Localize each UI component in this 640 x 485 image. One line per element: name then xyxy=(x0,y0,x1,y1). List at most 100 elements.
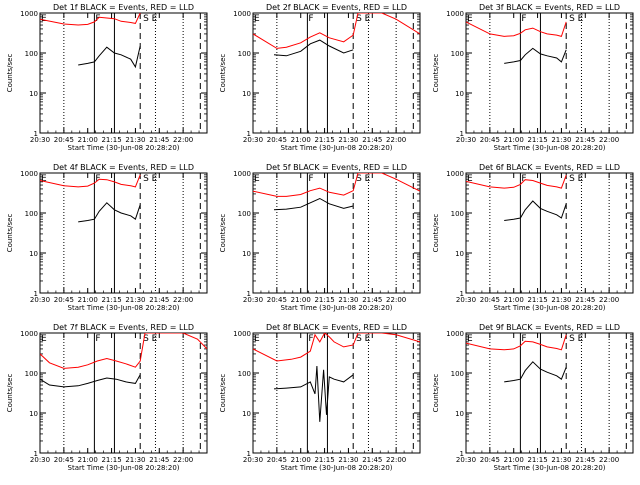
plot-frame xyxy=(39,172,208,294)
detector-panel-6: Det 6f BLACK = Events, RED = LLD 1 10 100 10… xyxy=(432,163,634,312)
y-tick-label: 100 xyxy=(25,370,38,378)
event-annotation: F xyxy=(521,174,526,184)
y-tick-label: 1000 xyxy=(233,10,251,18)
x-tick-label: 22:00 xyxy=(386,296,406,304)
y-axis-label: Counts/sec xyxy=(219,214,227,253)
event-annotation: F xyxy=(308,174,313,184)
event-annotation: S xyxy=(356,174,362,184)
event-annotation: E xyxy=(41,174,47,184)
y-tick-label: 1000 xyxy=(20,330,38,338)
event-annotation: E xyxy=(365,174,371,184)
event-annotation: E xyxy=(365,334,371,344)
x-axis-label: Start Time (30-Jun-08 20:28:20) xyxy=(281,144,393,152)
x-tick-label: 20:30 xyxy=(30,296,50,304)
x-tick-label: 21:00 xyxy=(504,456,524,464)
x-tick-label: 22:00 xyxy=(173,296,193,304)
y-tick-label: 100 xyxy=(238,210,251,218)
events-series-line xyxy=(504,200,567,221)
y-tick-label: 1 xyxy=(34,450,38,458)
y-tick-label: 100 xyxy=(451,370,464,378)
x-tick-label: 21:00 xyxy=(78,456,98,464)
x-tick-label: 20:45 xyxy=(480,136,500,144)
y-tick-label: 1000 xyxy=(20,10,38,18)
x-tick-label: 21:00 xyxy=(504,136,524,144)
x-tick-label: 20:45 xyxy=(480,296,500,304)
x-axis-label: Start Time (30-Jun-08 20:28:20) xyxy=(68,464,180,472)
panel-title: Det 3f BLACK = Events, RED = LLD xyxy=(479,3,620,12)
y-axis-label: Counts/sec xyxy=(6,54,14,93)
y-tick-label: 10 xyxy=(455,90,464,98)
y-axis-label: Counts/sec xyxy=(6,214,14,253)
x-tick-label: 21:00 xyxy=(291,136,311,144)
lld-series-line xyxy=(253,173,420,197)
y-axis-label: Counts/sec xyxy=(432,374,440,413)
x-tick-label: 20:45 xyxy=(54,456,74,464)
x-tick-label: 22:00 xyxy=(173,136,193,144)
y-tick-label: 10 xyxy=(29,250,38,258)
event-annotation: E xyxy=(365,14,371,24)
y-tick-label: 100 xyxy=(451,210,464,218)
event-annotation: S xyxy=(143,334,149,344)
x-tick-label: 21:45 xyxy=(575,136,595,144)
detector-panel-9: Det 9f BLACK = Events, RED = LLD 1 10 100 10… xyxy=(432,323,634,472)
event-annotation: S xyxy=(569,334,575,344)
event-annotation: F xyxy=(521,334,526,344)
plot-frame xyxy=(252,332,421,454)
detector-panel-2: Det 2f BLACK = Events, RED = LLD 1 10 100 10… xyxy=(219,3,421,152)
x-tick-label: 21:15 xyxy=(314,136,334,144)
x-tick-label: 21:30 xyxy=(125,136,145,144)
x-tick-label: 21:45 xyxy=(362,456,382,464)
x-tick-label: 21:30 xyxy=(551,136,571,144)
event-annotation: E xyxy=(467,334,473,344)
lld-series-line xyxy=(466,175,567,189)
x-tick-label: 21:30 xyxy=(125,296,145,304)
events-series-line xyxy=(504,361,567,383)
x-tick-label: 21:15 xyxy=(527,136,547,144)
event-annotation: S xyxy=(569,174,575,184)
x-tick-label: 21:15 xyxy=(527,456,547,464)
x-tick-label: 20:30 xyxy=(243,136,263,144)
x-tick-label: 20:30 xyxy=(30,136,50,144)
y-tick-label: 1 xyxy=(34,290,38,298)
event-annotation: E xyxy=(254,334,260,344)
y-tick-label: 10 xyxy=(242,250,251,258)
y-tick-label: 10 xyxy=(29,90,38,98)
y-tick-label: 1 xyxy=(34,130,38,138)
y-tick-label: 1 xyxy=(460,290,464,298)
y-tick-label: 10 xyxy=(455,410,464,418)
x-tick-label: 21:00 xyxy=(291,296,311,304)
x-axis-label: Start Time (30-Jun-08 20:28:20) xyxy=(68,144,180,152)
y-tick-label: 10 xyxy=(242,410,251,418)
plot-frame xyxy=(252,12,421,134)
detector-panel-5: Det 5f BLACK = Events, RED = LLD 1 10 100 10… xyxy=(219,163,421,312)
detector-panel-3: Det 3f BLACK = Events, RED = LLD 1 10 100 10… xyxy=(432,3,634,152)
x-tick-label: 21:45 xyxy=(575,456,595,464)
events-series-line xyxy=(78,202,141,223)
x-tick-label: 21:30 xyxy=(551,456,571,464)
x-tick-label: 20:30 xyxy=(456,296,476,304)
detector-panel-8: Det 8f BLACK = Events, RED = LLD 1 10 100 10… xyxy=(219,323,421,472)
event-annotation: E xyxy=(41,334,47,344)
event-annotation: E xyxy=(578,14,584,24)
x-tick-label: 21:30 xyxy=(338,296,358,304)
x-tick-label: 21:45 xyxy=(149,456,169,464)
x-tick-label: 21:30 xyxy=(338,136,358,144)
event-annotation: E xyxy=(254,174,260,184)
y-tick-label: 100 xyxy=(238,370,251,378)
plot-frame xyxy=(465,332,634,454)
y-tick-label: 1 xyxy=(247,450,251,458)
events-series-line xyxy=(273,39,354,57)
x-tick-label: 22:00 xyxy=(386,456,406,464)
detector-panel-1: Det 1f BLACK = Events, RED = LLD 1 10 100 10… xyxy=(6,3,208,152)
event-annotation: E xyxy=(467,14,473,24)
x-tick-label: 20:45 xyxy=(480,456,500,464)
x-tick-label: 20:45 xyxy=(54,136,74,144)
events-series-line xyxy=(40,374,141,388)
y-tick-label: 100 xyxy=(25,210,38,218)
x-axis-label: Start Time (30-Jun-08 20:28:20) xyxy=(281,304,393,312)
event-annotation: F xyxy=(308,334,313,344)
y-axis-label: Counts/sec xyxy=(219,54,227,93)
y-tick-label: 1000 xyxy=(20,170,38,178)
event-annotation: E xyxy=(578,174,584,184)
